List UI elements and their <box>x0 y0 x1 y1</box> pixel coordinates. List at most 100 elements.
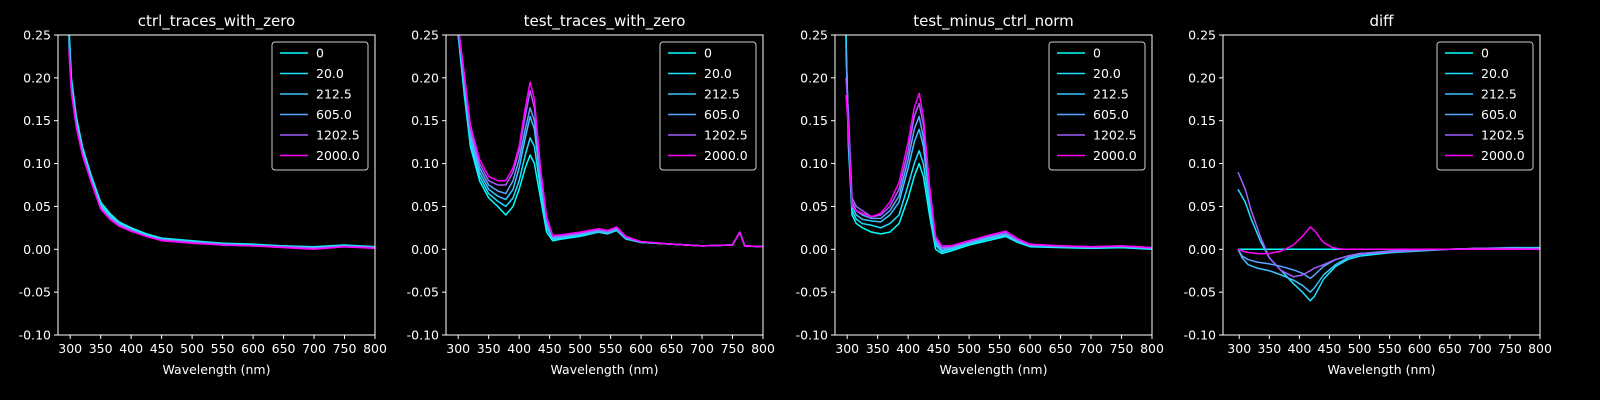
series-line-212.5 <box>1237 247 1540 293</box>
y-tick-label: 0.20 <box>23 70 51 85</box>
x-tick-label: 600 <box>1018 341 1042 356</box>
axes-frame <box>834 34 1153 336</box>
x-tick-label: 350 <box>89 341 113 356</box>
y-tick-label: 0.05 <box>23 199 51 214</box>
x-tick-label: 800 <box>751 341 775 356</box>
legend-label: 212.5 <box>1481 87 1517 102</box>
legend-label: 20.0 <box>1093 66 1121 81</box>
legend-label: 20.0 <box>1481 66 1509 81</box>
x-tick-label: 550 <box>211 341 235 356</box>
x-tick-label: 300 <box>446 341 470 356</box>
legend-label: 20.0 <box>316 66 344 81</box>
x-tick-label: 700 <box>690 341 714 356</box>
legend-label: 605.0 <box>1093 107 1129 122</box>
y-tick-label: -0.05 <box>796 285 828 300</box>
legend-label: 1202.5 <box>316 128 360 143</box>
series-line-2000.0 <box>458 35 763 248</box>
legend-label: 605.0 <box>1481 107 1517 122</box>
y-tick-label: 0.00 <box>800 242 828 257</box>
y-tick-label: 0.10 <box>411 156 439 171</box>
y-tick-label: -0.10 <box>796 328 828 343</box>
chart-panel-0: ctrl_traces_with_zero 300 350 400 450 500 550 6… <box>19 12 387 377</box>
axes-frame <box>445 34 764 336</box>
legend-label: 2000.0 <box>316 148 360 163</box>
y-tick-label: 0.00 <box>23 242 51 257</box>
x-tick-label: 750 <box>721 341 745 356</box>
x-tick-label: 400 <box>507 341 531 356</box>
y-tick-label: 0.15 <box>411 113 439 128</box>
legend: 0 20.0 212.5 605.0 1202.5 2000.0 <box>1048 41 1146 171</box>
x-tick-label: 750 <box>333 341 357 356</box>
y-tick-label: 0.20 <box>800 70 828 85</box>
y-tick-label: 0.20 <box>1188 70 1216 85</box>
x-tick-label: 350 <box>866 341 890 356</box>
legend-label: 20.0 <box>704 66 732 81</box>
x-tick-label: 300 <box>58 341 82 356</box>
x-tick-label: 600 <box>629 341 653 356</box>
legend-label: 0 <box>704 46 712 61</box>
x-tick-label: 650 <box>1049 341 1073 356</box>
x-tick-label: 750 <box>1498 341 1522 356</box>
x-axis-label: Wavelength (nm) <box>551 362 659 377</box>
series-line-0 <box>845 35 1152 255</box>
series-line-20.0 <box>1237 188 1540 302</box>
y-tick-label: 0.25 <box>1188 28 1216 43</box>
x-axis-label: Wavelength (nm) <box>163 362 271 377</box>
series-group <box>457 35 763 248</box>
chart-title: test_minus_ctrl_norm <box>913 12 1074 31</box>
legend-label: 605.0 <box>316 107 352 122</box>
chart-panel-1: test_traces_with_zero 300 350 400 450 500 550 6… <box>407 12 775 377</box>
legend-label: 2000.0 <box>1093 148 1137 163</box>
legend-label: 1202.5 <box>1093 128 1137 143</box>
axes-frame <box>1222 34 1541 336</box>
y-tick-label: 0.00 <box>411 242 439 257</box>
y-tick-label: 0.25 <box>23 28 51 43</box>
y-tick-label: 0.10 <box>1188 156 1216 171</box>
chart-title: ctrl_traces_with_zero <box>138 12 295 31</box>
legend-label: 0 <box>316 46 324 61</box>
y-tick-label: -0.10 <box>19 328 51 343</box>
x-tick-label: 400 <box>1287 341 1311 356</box>
legend-label: 212.5 <box>316 87 352 102</box>
y-tick-label: 0.05 <box>411 199 439 214</box>
x-tick-label: 400 <box>896 341 920 356</box>
legend-label: 0 <box>1481 46 1489 61</box>
series-group <box>1237 171 1540 302</box>
x-tick-label: 600 <box>241 341 265 356</box>
legend: 0 20.0 212.5 605.0 1202.5 2000.0 <box>1436 41 1534 171</box>
legend-label: 1202.5 <box>1481 128 1525 143</box>
x-tick-label: 300 <box>1227 341 1251 356</box>
legend: 0 20.0 212.5 605.0 1202.5 2000.0 <box>271 41 369 171</box>
y-tick-label: 0.05 <box>1188 199 1216 214</box>
y-tick-label: 0.25 <box>411 28 439 43</box>
x-tick-label: 800 <box>1528 341 1552 356</box>
series-line-2000.0 <box>68 52 375 251</box>
x-tick-label: 550 <box>599 341 623 356</box>
x-tick-label: 800 <box>1140 341 1164 356</box>
x-tick-label: 500 <box>180 341 204 356</box>
y-tick-label: 0.05 <box>800 199 828 214</box>
x-tick-label: 500 <box>568 341 592 356</box>
y-tick-label: 0.20 <box>411 70 439 85</box>
legend-label: 2000.0 <box>1481 148 1525 163</box>
x-tick-label: 650 <box>660 341 684 356</box>
chart-title: diff <box>1369 12 1394 30</box>
y-tick-label: -0.10 <box>1184 328 1216 343</box>
x-tick-label: 650 <box>1438 341 1462 356</box>
y-tick-label: 0.15 <box>23 113 51 128</box>
legend-label: 212.5 <box>704 87 740 102</box>
x-tick-label: 700 <box>1468 341 1492 356</box>
x-tick-label: 600 <box>1408 341 1432 356</box>
y-tick-label: 0.15 <box>800 113 828 128</box>
legend-label: 0 <box>1093 46 1101 61</box>
y-tick-label: 0.15 <box>1188 113 1216 128</box>
x-tick-label: 500 <box>957 341 981 356</box>
x-tick-label: 650 <box>272 341 296 356</box>
series-line-2000.0 <box>1237 226 1540 255</box>
y-tick-label: 0.10 <box>800 156 828 171</box>
x-tick-label: 450 <box>538 341 562 356</box>
y-tick-label: -0.05 <box>19 285 51 300</box>
legend-label: 212.5 <box>1093 87 1129 102</box>
y-tick-label: -0.10 <box>407 328 439 343</box>
